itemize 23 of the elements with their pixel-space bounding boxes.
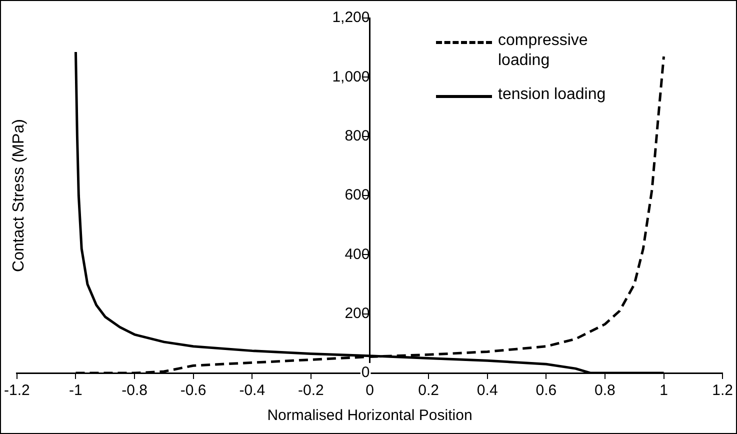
x-tick-label: 1	[660, 382, 668, 400]
y-tick-label: 1,000	[332, 68, 370, 86]
x-tick-label: -0.6	[180, 382, 206, 400]
y-axis-title: Contact Stress (MPa)	[10, 119, 28, 272]
y-tick-label: 200	[344, 304, 370, 322]
legend-label: tension loading	[498, 85, 607, 105]
y-tick-label: 800	[344, 127, 370, 144]
y-tick-label: 0	[361, 364, 370, 382]
x-tick-label: -0.2	[298, 382, 324, 400]
x-tick-label: 1.2	[712, 382, 734, 400]
x-axis-title: Normalised Horizontal Position	[267, 407, 472, 424]
x-tick-label: -1	[69, 382, 82, 400]
x-tick-label: -0.8	[122, 382, 148, 400]
x-tick-label: 0.8	[594, 382, 616, 400]
x-tick-label: -0.4	[239, 382, 266, 400]
legend-label: compressive loading	[498, 31, 589, 71]
x-tick-label: -1.2	[4, 382, 30, 400]
x-tick-label: 0.6	[536, 382, 557, 400]
x-tick-label: 0.2	[418, 382, 439, 400]
y-tick-label: 400	[344, 246, 370, 263]
y-tick-label: 1,200	[332, 9, 370, 26]
x-tick-label: 0.4	[476, 382, 498, 400]
y-tick-label: 600	[344, 186, 370, 204]
